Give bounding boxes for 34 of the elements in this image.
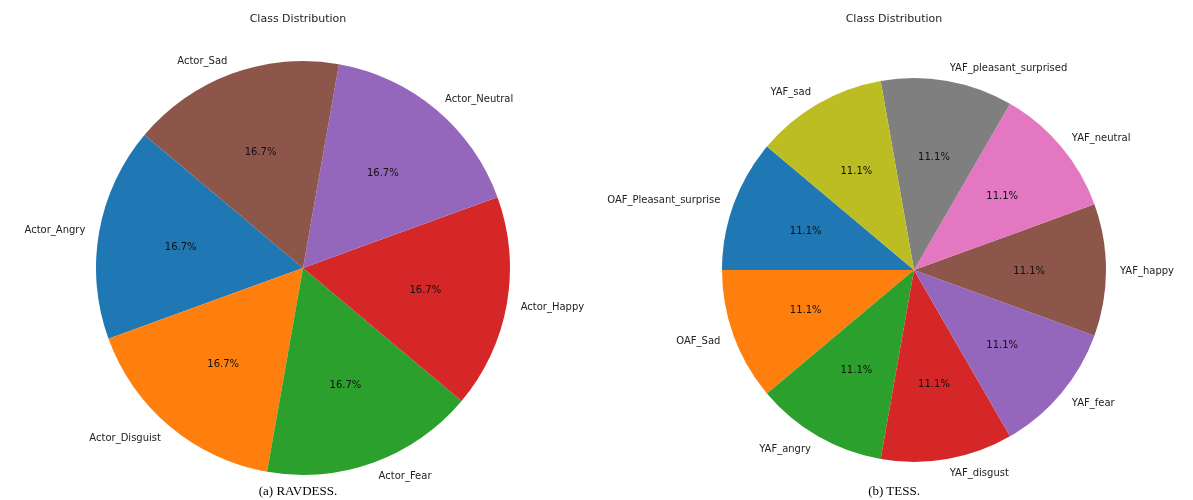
text: (b) TESS. [868, 482, 920, 498]
data-label: 11.1% [789, 225, 822, 237]
slice-label: YAF_happy [1119, 264, 1175, 277]
slice-label: YAF_sad [769, 86, 811, 99]
text: (a) RAVDESS. [258, 482, 338, 498]
data-label: 11.1% [1013, 264, 1046, 276]
data-label: 11.1% [789, 303, 822, 315]
data-label: 11.1% [918, 377, 950, 389]
data-label: 16.7% [329, 379, 362, 391]
slice-label: Actor_Angry [24, 224, 86, 237]
data-label: 16.7% [366, 167, 399, 179]
slice-label: YAF_pleasant_surprised [948, 61, 1068, 74]
slice-label: OAF_Sad [676, 334, 721, 347]
slice-label: Actor_Fear [378, 470, 433, 483]
data-label: 11.1% [986, 190, 1019, 202]
slice-label: Actor_Sad [177, 54, 228, 67]
slice-label: Actor_Happy [520, 300, 585, 313]
data-label: 16.7% [207, 357, 240, 369]
data-label: 11.1% [918, 151, 950, 163]
data-label: 16.7% [164, 240, 197, 252]
data-label: 11.1% [840, 364, 873, 376]
slice-label: YAF_fear [1070, 396, 1116, 409]
data-label: 11.1% [986, 338, 1019, 350]
chart-title: Class Distribution [845, 12, 943, 25]
slice-label: Actor_Neutral [445, 93, 514, 106]
slice-label: YAF_neutral [1070, 132, 1131, 145]
slice-label: YAF_disgust [948, 467, 1009, 480]
chart-title: Class Distribution [249, 12, 347, 25]
data-label: 11.1% [840, 164, 873, 176]
slice-label: Actor_Disguist [89, 431, 162, 444]
slice-label: OAF_Pleasant_surprise [607, 194, 721, 207]
data-label: 16.7% [244, 145, 277, 157]
data-label: 16.7% [409, 284, 442, 296]
slice-label: YAF_angry [758, 442, 812, 455]
